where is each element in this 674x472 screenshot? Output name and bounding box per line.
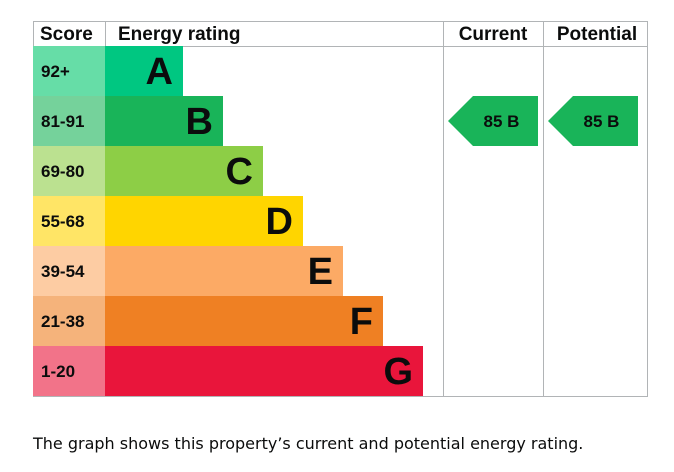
score-cell-e bbox=[33, 246, 105, 296]
rating-bands: 92+ A 81-91 B 69-80 C 55-68 D 39-54 E 21-38 F 1-20 G bbox=[33, 46, 423, 396]
potential-rating-label: 85 B bbox=[584, 112, 620, 131]
rating-arrows: 85 B 85 B bbox=[448, 96, 638, 146]
band-bar-g bbox=[105, 346, 423, 396]
score-cell-f bbox=[33, 296, 105, 346]
band-letter-g: G bbox=[383, 351, 413, 393]
band-letter-e: E bbox=[308, 251, 333, 293]
score-label-g: 1-20 bbox=[41, 362, 75, 381]
score-label-a: 92+ bbox=[41, 62, 70, 81]
band-bar-b bbox=[105, 96, 223, 146]
band-letter-f: F bbox=[350, 301, 373, 343]
band-letter-a: A bbox=[146, 51, 173, 93]
band-bar-f bbox=[105, 296, 383, 346]
band-letter-c: C bbox=[226, 151, 253, 193]
chart-caption: The graph shows this property’s current … bbox=[33, 434, 584, 453]
score-label-b: 81-91 bbox=[41, 112, 84, 131]
score-label-e: 39-54 bbox=[41, 262, 85, 281]
band-bar-e bbox=[105, 246, 343, 296]
score-label-f: 21-38 bbox=[41, 312, 84, 331]
band-letter-d: D bbox=[266, 201, 293, 243]
score-label-d: 55-68 bbox=[41, 212, 84, 231]
score-cell-a bbox=[33, 46, 105, 96]
score-cell-c bbox=[33, 146, 105, 196]
energy-rating-chart: 92+ A81-91 B69-80 C55-68 D39-54 E21-38 F1-20 G … bbox=[33, 21, 648, 397]
current-rating-arrow bbox=[448, 96, 538, 146]
header-energy-rating: Energy rating bbox=[118, 24, 240, 45]
band-bar-a bbox=[105, 46, 183, 96]
header-score: Score bbox=[40, 24, 93, 45]
score-cell-d bbox=[33, 196, 105, 246]
header-current: Current bbox=[459, 24, 528, 45]
band-bar-d bbox=[105, 196, 303, 246]
score-cell-g bbox=[33, 346, 105, 396]
score-label-c: 69-80 bbox=[41, 162, 84, 181]
current-rating-label: 85 B bbox=[484, 112, 520, 131]
band-bar-c bbox=[105, 146, 263, 196]
potential-rating-arrow bbox=[548, 96, 638, 146]
band-letter-b: B bbox=[186, 101, 213, 143]
header-potential: Potential bbox=[557, 24, 637, 45]
score-cell-b bbox=[33, 96, 105, 146]
